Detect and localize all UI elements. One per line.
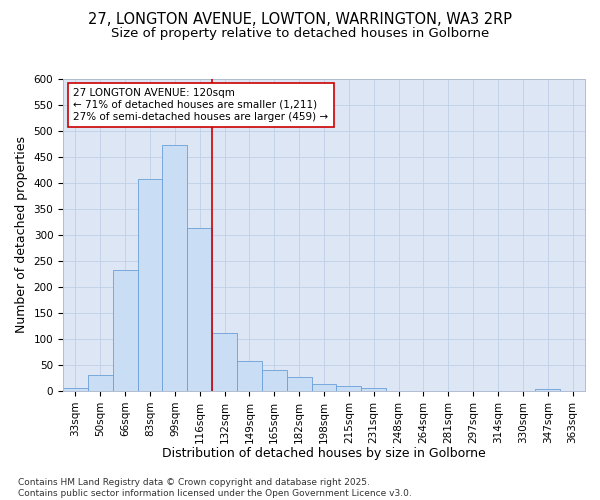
Bar [88,376,113,391]
Y-axis label: Number of detached properties: Number of detached properties [15,136,28,334]
X-axis label: Distribution of detached houses by size in Golborne: Distribution of detached houses by size … [162,447,486,460]
Text: Size of property relative to detached houses in Golborne: Size of property relative to detached ho… [111,28,489,40]
Bar [212,334,237,391]
Text: 27, LONGTON AVENUE, LOWTON, WARRINGTON, WA3 2RP: 27, LONGTON AVENUE, LOWTON, WARRINGTON, … [88,12,512,28]
Bar [535,390,560,391]
Text: 27 LONGTON AVENUE: 120sqm
← 71% of detached houses are smaller (1,211)
27% of se: 27 LONGTON AVENUE: 120sqm ← 71% of detac… [73,88,329,122]
Bar [311,384,337,391]
Bar [361,388,386,391]
Bar [287,378,311,391]
Bar [163,145,187,391]
Bar [113,270,137,391]
Bar [187,228,212,391]
Bar [237,362,262,391]
Bar [137,180,163,391]
Bar [63,388,88,391]
Bar [262,370,287,391]
Bar [337,386,361,391]
Text: Contains HM Land Registry data © Crown copyright and database right 2025.
Contai: Contains HM Land Registry data © Crown c… [18,478,412,498]
